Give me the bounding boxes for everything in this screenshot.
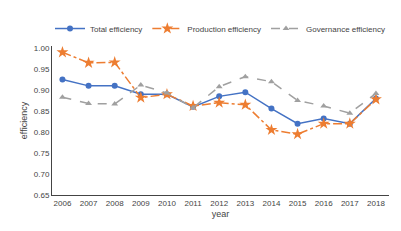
svg-text:0.65: 0.65 bbox=[34, 191, 50, 200]
svg-text:2008: 2008 bbox=[106, 199, 124, 208]
svg-text:Total efficiency: Total efficiency bbox=[90, 25, 142, 34]
svg-text:2006: 2006 bbox=[54, 199, 72, 208]
svg-text:Governance efficiency: Governance efficiency bbox=[306, 25, 385, 34]
svg-text:2018: 2018 bbox=[367, 199, 385, 208]
svg-text:Production efficiency: Production efficiency bbox=[187, 25, 261, 34]
svg-text:2007: 2007 bbox=[80, 199, 98, 208]
svg-text:0.85: 0.85 bbox=[34, 107, 50, 116]
svg-text:2011: 2011 bbox=[184, 199, 202, 208]
svg-text:2015: 2015 bbox=[289, 199, 307, 208]
svg-text:0.75: 0.75 bbox=[34, 149, 50, 158]
svg-text:efficiency: efficiency bbox=[19, 101, 29, 139]
svg-text:0.70: 0.70 bbox=[34, 170, 50, 179]
svg-text:0.90: 0.90 bbox=[34, 86, 50, 95]
svg-text:year: year bbox=[212, 209, 230, 219]
svg-text:2013: 2013 bbox=[236, 199, 254, 208]
svg-text:0.80: 0.80 bbox=[34, 128, 50, 137]
svg-text:1.00: 1.00 bbox=[34, 44, 50, 53]
svg-text:0.95: 0.95 bbox=[34, 65, 50, 74]
svg-text:2016: 2016 bbox=[315, 199, 333, 208]
svg-text:2009: 2009 bbox=[132, 199, 150, 208]
svg-text:2014: 2014 bbox=[263, 199, 281, 208]
svg-text:2012: 2012 bbox=[210, 199, 228, 208]
svg-text:2010: 2010 bbox=[158, 199, 176, 208]
svg-text:2017: 2017 bbox=[341, 199, 359, 208]
